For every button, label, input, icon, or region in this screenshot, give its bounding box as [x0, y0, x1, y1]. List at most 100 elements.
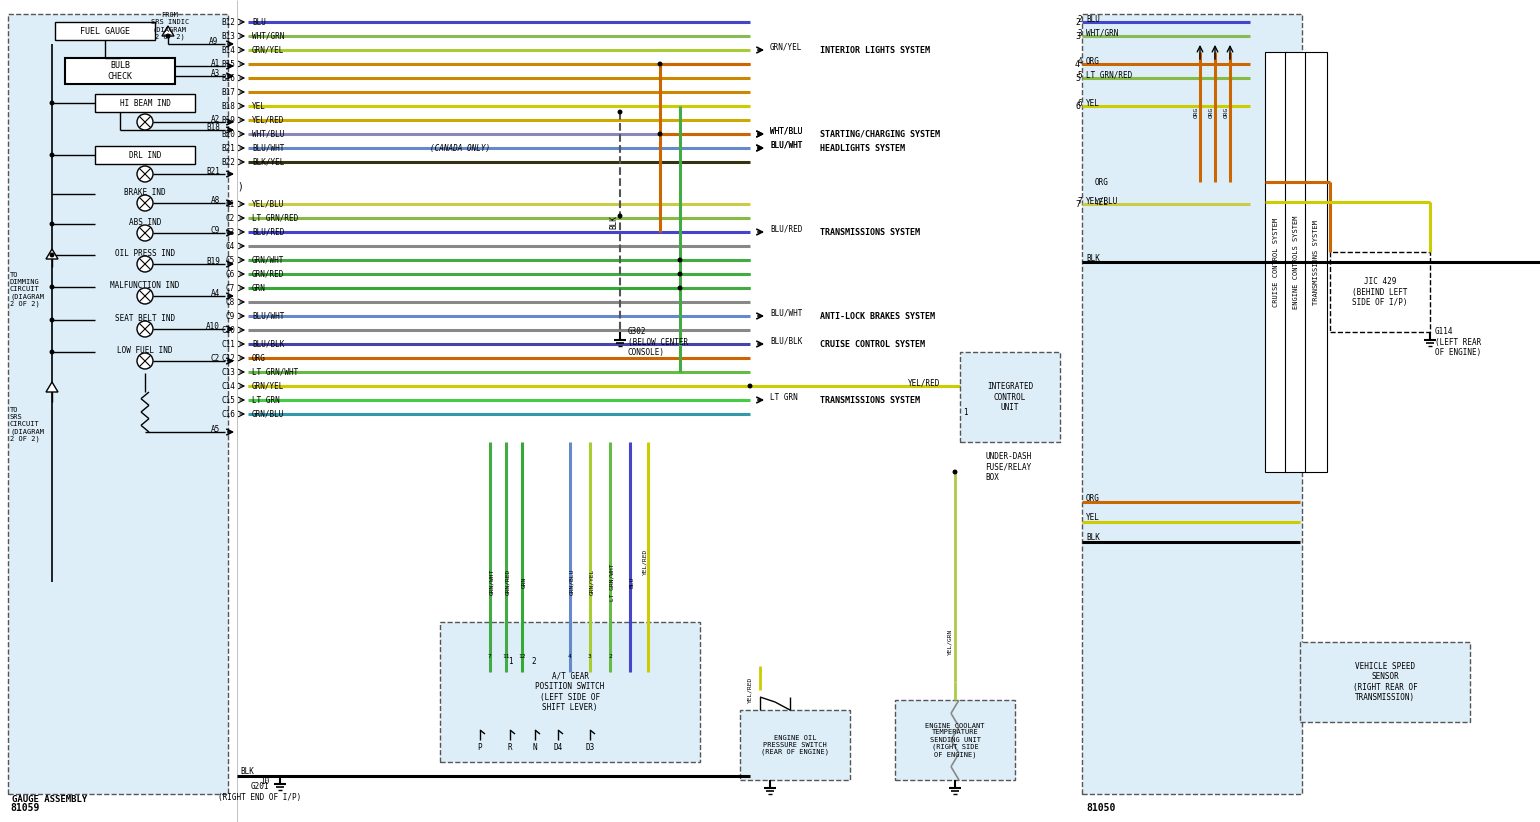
- Text: A/T GEAR
POSITION SWITCH
(LEFT SIDE OF
SHIFT LEVER): A/T GEAR POSITION SWITCH (LEFT SIDE OF S…: [536, 672, 605, 712]
- Text: C3: C3: [226, 228, 236, 237]
- Bar: [959, 352, 1060, 442]
- Text: GRN/YEL: GRN/YEL: [770, 43, 802, 52]
- Bar: [1300, 642, 1471, 722]
- Polygon shape: [162, 26, 174, 36]
- Text: TO
SRS
CIRCUIT
(DIAGRAM
2 OF 2): TO SRS CIRCUIT (DIAGRAM 2 OF 2): [9, 407, 45, 442]
- Text: B12: B12: [222, 17, 236, 26]
- Text: G201
(RIGHT END OF I/P): G201 (RIGHT END OF I/P): [219, 783, 302, 801]
- Text: LT GRN: LT GRN: [770, 392, 798, 401]
- Text: WHT/GRN: WHT/GRN: [253, 31, 285, 40]
- Circle shape: [618, 215, 622, 218]
- Text: B21: B21: [222, 144, 236, 153]
- Text: 2: 2: [531, 658, 536, 667]
- Text: BLU/WHT: BLU/WHT: [770, 141, 802, 150]
- Text: BLU/WHT: BLU/WHT: [253, 144, 285, 153]
- Circle shape: [166, 35, 169, 38]
- Text: BLU: BLU: [630, 576, 634, 588]
- Text: YEL/BLU: YEL/BLU: [253, 200, 285, 209]
- Text: 7: 7: [1078, 196, 1083, 206]
- Text: A8: A8: [211, 196, 220, 205]
- Bar: [895, 700, 1015, 780]
- Text: BLK: BLK: [240, 768, 254, 777]
- Text: 10: 10: [260, 778, 269, 787]
- Text: GRN: GRN: [522, 576, 527, 588]
- Circle shape: [953, 470, 956, 473]
- Text: C1: C1: [226, 200, 236, 209]
- Text: ANTI-LOCK BRAKES SYSTEM: ANTI-LOCK BRAKES SYSTEM: [819, 312, 935, 321]
- Text: ORG: ORG: [1209, 106, 1214, 118]
- Circle shape: [137, 256, 152, 272]
- Text: B17: B17: [222, 87, 236, 96]
- Text: BLU/WHT: BLU/WHT: [253, 312, 285, 321]
- Text: G114
(LEFT REAR
OF ENGINE): G114 (LEFT REAR OF ENGINE): [1435, 327, 1481, 357]
- Text: BLK: BLK: [1086, 253, 1100, 262]
- Text: 11: 11: [502, 654, 510, 659]
- Text: YEL: YEL: [1095, 197, 1109, 206]
- Text: C9: C9: [226, 312, 236, 321]
- Text: YEL/RED: YEL/RED: [907, 378, 939, 387]
- Text: A1: A1: [211, 58, 220, 67]
- Text: A5: A5: [211, 424, 220, 433]
- Text: MALFUNCTION IND: MALFUNCTION IND: [111, 280, 180, 289]
- Text: A3: A3: [211, 68, 220, 77]
- Text: 81059: 81059: [9, 803, 40, 813]
- Text: BLK/YEL: BLK/YEL: [253, 158, 285, 167]
- Text: 2: 2: [608, 654, 611, 659]
- Text: G302
(BELOW CENTER
CONSOLE): G302 (BELOW CENTER CONSOLE): [628, 327, 688, 357]
- Text: BRAKE IND: BRAKE IND: [125, 187, 166, 196]
- Text: (CANADA ONLY): (CANADA ONLY): [430, 144, 490, 153]
- Circle shape: [748, 384, 752, 388]
- Text: YEL/GRN: YEL/GRN: [947, 629, 953, 655]
- Text: 1: 1: [508, 658, 513, 667]
- Text: B21: B21: [206, 167, 220, 176]
- Text: ORG: ORG: [1086, 57, 1100, 66]
- Text: A10: A10: [206, 321, 220, 330]
- Circle shape: [137, 321, 152, 337]
- Polygon shape: [46, 249, 59, 259]
- Text: 7: 7: [488, 654, 491, 659]
- Text: TRANSMISSIONS SYSTEM: TRANSMISSIONS SYSTEM: [819, 228, 919, 237]
- Text: B18: B18: [206, 122, 220, 132]
- Text: D3: D3: [585, 742, 594, 751]
- Text: YEL/RED: YEL/RED: [642, 549, 647, 575]
- Text: B22: B22: [222, 158, 236, 167]
- Text: C2: C2: [226, 214, 236, 223]
- Text: GRN: GRN: [253, 284, 266, 293]
- Text: A2: A2: [211, 114, 220, 123]
- Text: LT GRN/WHT: LT GRN/WHT: [253, 367, 299, 376]
- Circle shape: [658, 132, 662, 136]
- Text: ): ): [237, 181, 243, 191]
- Circle shape: [137, 225, 152, 241]
- Circle shape: [51, 318, 54, 321]
- Text: INTEGRATED
CONTROL
UNIT: INTEGRATED CONTROL UNIT: [987, 382, 1033, 412]
- Text: 2: 2: [1075, 17, 1080, 26]
- Text: CRUISE CONTROL SYSTEM: CRUISE CONTROL SYSTEM: [819, 339, 926, 349]
- Bar: [741, 710, 850, 780]
- Text: C8: C8: [226, 298, 236, 307]
- Bar: [95, 94, 196, 112]
- Text: 7: 7: [1075, 200, 1080, 209]
- Text: YEL/BLU: YEL/BLU: [1086, 196, 1118, 206]
- Text: P: P: [477, 742, 482, 751]
- Text: B14: B14: [222, 45, 236, 54]
- Polygon shape: [46, 382, 59, 392]
- Text: 12: 12: [519, 654, 525, 659]
- Text: UNDER-DASH
FUSE/RELAY
BOX: UNDER-DASH FUSE/RELAY BOX: [986, 452, 1032, 482]
- Text: C9: C9: [211, 225, 220, 234]
- Bar: [1284, 52, 1307, 472]
- Text: C11: C11: [222, 339, 236, 349]
- Circle shape: [678, 272, 682, 275]
- Text: 5: 5: [1078, 71, 1083, 80]
- Circle shape: [51, 285, 54, 289]
- Text: WHT/BLU: WHT/BLU: [253, 130, 285, 138]
- Text: GRN/YEL: GRN/YEL: [253, 381, 285, 390]
- Text: TRANSMISSIONS SYSTEM: TRANSMISSIONS SYSTEM: [1314, 219, 1318, 304]
- Circle shape: [678, 258, 682, 261]
- Text: GRN/RED: GRN/RED: [253, 270, 285, 279]
- Text: ENGINE CONTROLS SYSTEM: ENGINE CONTROLS SYSTEM: [1294, 215, 1300, 309]
- Text: C10: C10: [222, 326, 236, 335]
- Text: BLU/RED: BLU/RED: [770, 224, 802, 233]
- Text: 2: 2: [1078, 15, 1083, 24]
- Text: 3: 3: [588, 654, 591, 659]
- Text: BLU/WHT: BLU/WHT: [770, 308, 802, 317]
